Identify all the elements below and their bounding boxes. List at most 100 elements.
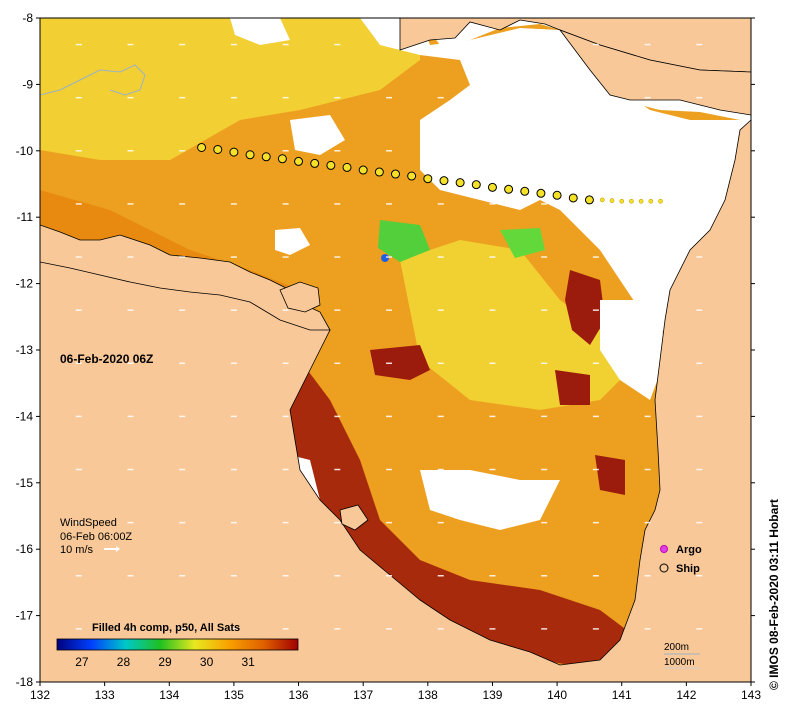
ship-position-marker — [358, 165, 368, 175]
lat-axis: -8 -9 -10 -11 -12 -13 -14 -15 -16 -17 -18 — [16, 11, 755, 689]
colorbar-tick-label: 28 — [117, 655, 131, 669]
ship-position-marker — [245, 150, 255, 160]
lat-tick-label: -12 — [16, 277, 34, 291]
ship-position-marker — [310, 158, 320, 168]
ship-position-marker-small — [609, 198, 615, 203]
land-new-guinea-south — [558, 29, 751, 116]
lat-tick-label: -17 — [16, 609, 34, 623]
wind-legend-arrow-head — [116, 546, 120, 552]
lon-tick-label: 138 — [418, 688, 438, 702]
ship-legend-label: Ship — [676, 563, 700, 575]
sst-field-green-2 — [378, 220, 430, 262]
sst-field-green-3 — [500, 228, 545, 258]
ship-position-marker — [197, 142, 207, 152]
colorbar-ticks: 27 28 29 30 31 — [75, 655, 255, 669]
bathymetry-contour — [39, 64, 146, 96]
lon-tick-label: 133 — [95, 688, 115, 702]
no-data-east-gulf — [600, 300, 665, 400]
date-label: 06-Feb-2020 06Z — [60, 352, 153, 366]
sst-field-red-patch-2 — [370, 345, 430, 380]
ship-position-marker — [520, 186, 530, 196]
lon-tick-label: 140 — [547, 688, 567, 702]
wind-vectors — [75, 43, 703, 630]
lon-tick-label: 142 — [676, 688, 696, 702]
ship-position-marker-small — [648, 198, 654, 204]
colorbar — [56, 638, 299, 651]
ship-position-marker-small — [619, 198, 625, 204]
sst-field-blue-spot-2 — [381, 254, 389, 262]
lat-tick-label: -15 — [16, 476, 34, 490]
wind-legend-time: 06-Feb 06:00Z — [60, 531, 132, 543]
no-data-north-gulf — [360, 18, 751, 340]
bathy-label-1000: 1000m — [664, 657, 695, 668]
ship-position-marker — [439, 176, 449, 186]
lat-tick-label: -14 — [16, 409, 34, 423]
ship-position-marker-small — [658, 198, 663, 204]
no-data-west-gulf — [275, 228, 310, 255]
colorbar-tick-label: 30 — [200, 655, 214, 669]
bathy-label-200: 200m — [664, 642, 689, 653]
sst-field-yellow-gulf — [400, 240, 640, 410]
no-data-central — [420, 470, 560, 530]
ship-position-marker — [455, 178, 465, 188]
colorbar-tick-label: 27 — [75, 655, 89, 669]
lon-tick-label: 141 — [612, 688, 632, 702]
ship-position-marker — [504, 184, 514, 194]
lon-axis: 132 133 134 135 136 137 138 139 140 141 142 143 — [30, 682, 761, 702]
ship-position-marker — [584, 195, 594, 205]
ship-legend-icon — [659, 563, 669, 573]
ship-position-marker — [294, 156, 304, 166]
sst-field-red-patch-1 — [565, 270, 605, 345]
ship-position-marker — [391, 169, 400, 179]
land-groote-eylandt — [279, 281, 321, 313]
ship-position-marker-small — [638, 198, 644, 204]
sst-field-red-patch-4 — [595, 455, 625, 495]
lat-tick-label: -13 — [16, 343, 34, 357]
map-layers — [40, 18, 751, 682]
ship-position-marker — [471, 180, 481, 190]
sst-field-red-patch-3 — [555, 370, 590, 405]
lon-tick-label: 143 — [741, 688, 761, 702]
ship-position-marker — [261, 152, 271, 162]
lon-tick-label: 134 — [159, 688, 179, 702]
no-data-north-cloud-2 — [290, 115, 345, 155]
lat-tick-label: -16 — [16, 542, 34, 556]
ship-position-marker — [342, 162, 352, 172]
ship-position-marker-small — [600, 197, 605, 203]
colorbar-tick-label: 29 — [158, 655, 172, 669]
lon-tick-label: 135 — [224, 688, 244, 702]
ship-position-marker — [552, 190, 562, 200]
lon-tick-label: 137 — [353, 688, 373, 702]
lat-tick-label: -11 — [17, 210, 34, 224]
colorbar-tick-label: 31 — [241, 655, 255, 669]
wind-legend-title: WindSpeed — [60, 517, 117, 529]
lon-tick-label: 136 — [289, 688, 309, 702]
lon-tick-label: 132 — [30, 688, 50, 702]
lat-tick-label: -9 — [22, 77, 33, 91]
credit-label: © IMOS 08-Feb-2020 03:11 Hobart — [767, 499, 781, 690]
argo-legend-label: Argo — [676, 544, 702, 556]
lat-tick-label: -10 — [16, 144, 34, 158]
ship-position-marker — [423, 174, 433, 184]
ship-position-marker — [487, 182, 497, 192]
ship-position-marker-small — [629, 198, 634, 204]
ship-position-marker — [536, 188, 546, 198]
ship-track — [197, 142, 663, 205]
ship-position-marker — [374, 167, 384, 177]
sst-field-yellow-north — [40, 18, 420, 160]
lon-tick-label: 139 — [482, 688, 502, 702]
ship-position-marker — [229, 147, 239, 157]
wind-legend-scale: 10 m/s — [60, 544, 94, 556]
ship-position-marker — [407, 171, 417, 181]
ship-position-marker — [213, 144, 223, 154]
ship-position-marker — [326, 160, 336, 170]
land-wellesley — [339, 504, 369, 531]
lat-tick-label: -8 — [22, 11, 33, 25]
ship-position-marker — [568, 193, 578, 203]
lat-tick-label: -18 — [16, 675, 34, 689]
colorbar-title: Filled 4h comp, p50, All Sats — [92, 622, 240, 634]
ship-position-marker — [277, 154, 287, 164]
argo-legend-icon — [660, 545, 668, 553]
no-data-north-cloud — [230, 18, 290, 45]
